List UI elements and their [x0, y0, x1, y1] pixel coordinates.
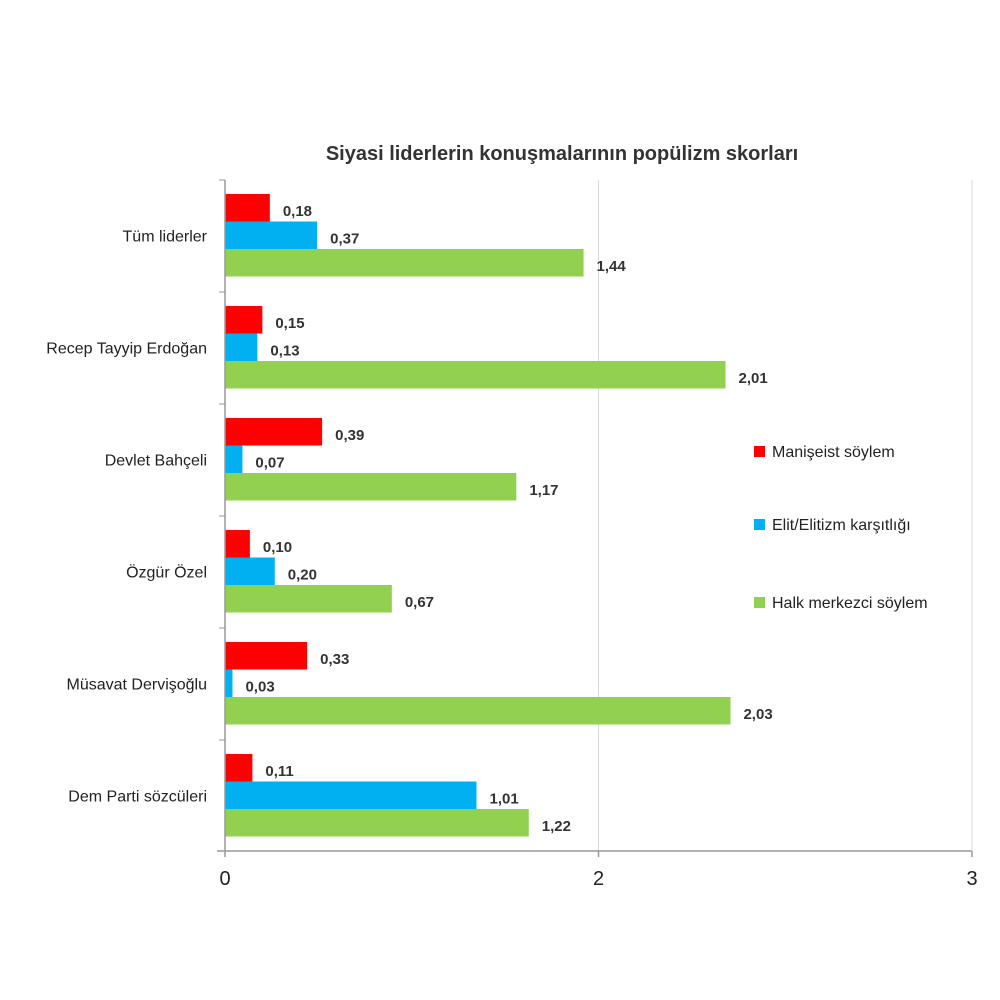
legend-label: Manişeist söylem	[772, 444, 895, 461]
legend-swatch	[754, 446, 765, 457]
axes: 0 2 3 Tüm liderler Recep Tayyip Erdoğan Devle…	[46, 179, 978, 890]
bar-manieist	[225, 642, 308, 670]
legend: Manişeist söylem Elit/Elitizm karşıtlığı H…	[754, 444, 928, 612]
bar-halk	[225, 473, 517, 501]
data-label: 0,03	[245, 678, 274, 695]
data-label: 0,37	[330, 230, 359, 247]
data-label: 0,15	[275, 315, 304, 332]
x-tick-label: 2	[593, 868, 604, 890]
bar-manieist	[225, 418, 323, 446]
category-label: Devlet Bahçeli	[105, 452, 207, 469]
x-tick-label: 0	[219, 868, 230, 890]
data-label: 0,11	[265, 763, 293, 780]
category-label: Dem Parti sözcüleri	[68, 788, 207, 805]
category-label: Recep Tayyip Erdoğan	[46, 340, 207, 357]
data-label: 1,17	[529, 482, 558, 499]
bar-elitizm	[225, 221, 318, 249]
data-label: 0,67	[405, 594, 434, 611]
data-label: 0,10	[263, 539, 292, 556]
bar-halk	[225, 249, 584, 277]
bar-elitizm	[225, 445, 243, 473]
data-label: 2,03	[743, 706, 772, 723]
bar-elitizm	[225, 333, 258, 361]
gridlines	[598, 180, 973, 851]
bars: 0,18 0,37 1,44 0,15 0,13 2,01 0,39 0,07 1,17 0,10…	[225, 194, 773, 837]
data-label: 0,39	[335, 427, 364, 444]
data-label: 1,44	[597, 258, 627, 275]
data-label: 0,20	[288, 566, 317, 583]
chart-title: Siyasi liderlerin konuşmalarının popüliz…	[326, 143, 798, 165]
bar-manieist	[225, 754, 253, 782]
data-label: 0,13	[270, 342, 299, 359]
bar-elitizm	[225, 781, 477, 809]
legend-label: Elit/Elitizm karşıtlığı	[772, 517, 911, 534]
data-label: 1,22	[542, 818, 571, 835]
legend-swatch	[754, 597, 765, 608]
bar-halk	[225, 697, 731, 725]
bar-elitizm	[225, 669, 233, 697]
category-label: Tüm liderler	[123, 228, 208, 245]
bar-manieist	[225, 530, 250, 558]
bar-manieist	[225, 306, 263, 334]
category-label: Özgür Özel	[126, 563, 207, 581]
legend-swatch	[754, 519, 765, 530]
data-label: 1,01	[489, 790, 518, 807]
data-label: 2,01	[738, 370, 767, 387]
category-label: Müsavat Dervişoğlu	[67, 676, 208, 693]
data-label: 0,33	[320, 651, 349, 668]
data-label: 0,18	[283, 203, 312, 220]
bar-manieist	[225, 194, 270, 222]
bar-halk	[225, 361, 726, 389]
data-label: 0,07	[255, 454, 284, 471]
bar-halk	[225, 809, 529, 837]
bar-halk	[225, 585, 392, 613]
bar-elitizm	[225, 557, 275, 585]
x-tick-label: 3	[966, 868, 977, 890]
legend-label: Halk merkezci söylem	[772, 595, 928, 612]
